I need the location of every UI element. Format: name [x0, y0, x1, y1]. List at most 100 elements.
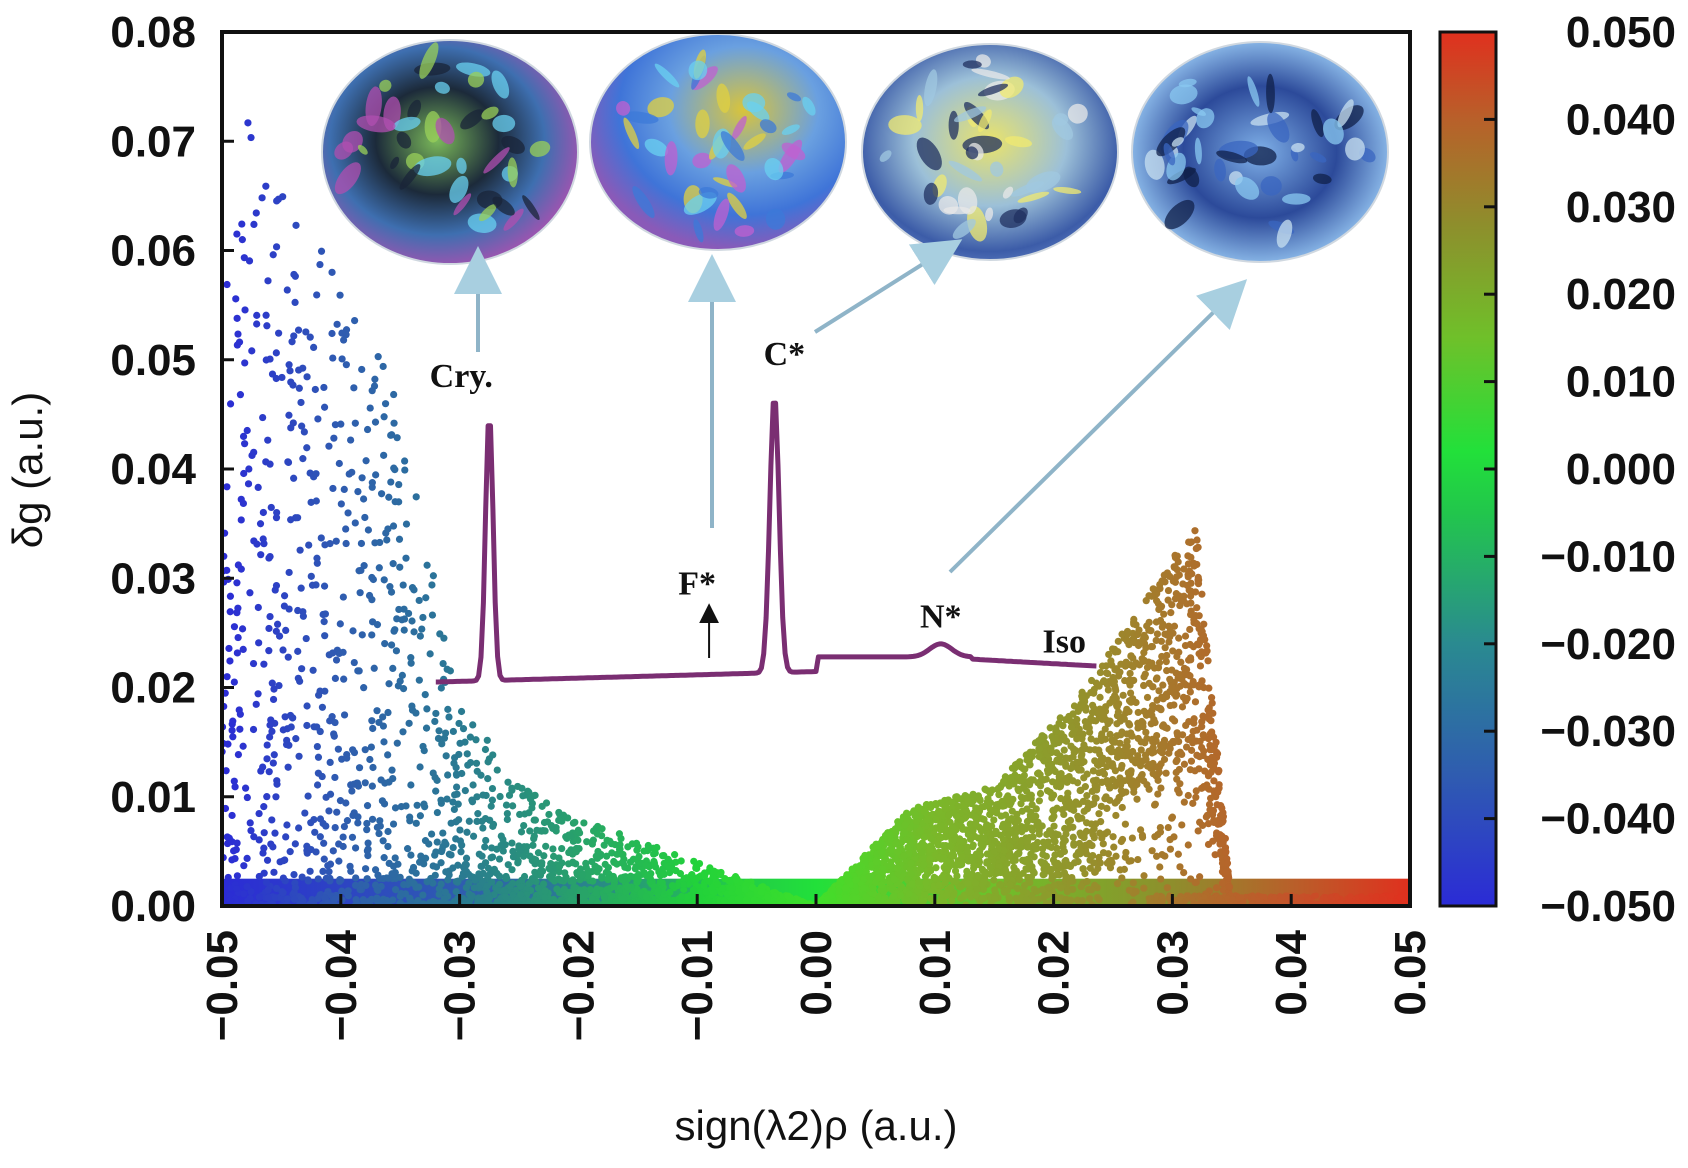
- scatter-point: [503, 874, 511, 882]
- scatter-point: [361, 513, 369, 522]
- scatter-point: [373, 707, 381, 715]
- scatter-point: [1017, 836, 1026, 845]
- scatter-point: [390, 390, 398, 399]
- scatter-point: [937, 822, 945, 830]
- scatter-point: [493, 898, 501, 906]
- scatter-point: [378, 797, 387, 805]
- scatter-point: [950, 891, 958, 899]
- scatter-point: [1206, 761, 1214, 769]
- scatter-point: [457, 707, 466, 716]
- scatter-point: [1155, 659, 1164, 667]
- scatter-point: [268, 727, 276, 735]
- scatter-point: [245, 465, 253, 473]
- scatter-point: [305, 541, 313, 549]
- scatter-point: [336, 797, 345, 805]
- scatter-point: [508, 786, 516, 794]
- scatter-point: [307, 572, 315, 580]
- scatter-point: [969, 790, 977, 798]
- scatter-point: [336, 877, 344, 885]
- scatter-point: [705, 877, 714, 885]
- scatter-point: [233, 579, 241, 587]
- scatter-point: [545, 810, 553, 819]
- scatter-point: [888, 846, 896, 854]
- scatter-point: [1080, 831, 1088, 839]
- scatter-point: [982, 786, 990, 794]
- scatter-point: [1182, 721, 1190, 730]
- scatter-point: [728, 884, 736, 893]
- scatter-point: [1111, 799, 1119, 807]
- scatter-point: [415, 596, 423, 605]
- scatter-point: [302, 634, 310, 643]
- scatter-point: [1106, 717, 1114, 725]
- scatter-point: [229, 733, 237, 741]
- scatter-point: [355, 764, 364, 772]
- scatter-point: [1088, 676, 1096, 685]
- scatter-point: [484, 758, 492, 766]
- scatter-point: [243, 854, 251, 863]
- scatter-point: [366, 404, 374, 412]
- scatter-point: [260, 803, 268, 811]
- scatter-point: [616, 845, 624, 853]
- scatter-point: [352, 874, 360, 882]
- scatter-point: [1047, 760, 1056, 769]
- scatter-point: [1100, 677, 1108, 685]
- scatter-point: [329, 649, 337, 657]
- scatter-point: [359, 896, 367, 904]
- scatter-point: [422, 594, 430, 602]
- scatter-point: [1066, 816, 1075, 824]
- scatter-point: [388, 766, 396, 774]
- scatter-point: [1006, 842, 1014, 850]
- scatter-point: [536, 867, 545, 875]
- scatter-point: [331, 773, 339, 782]
- scatter-point: [827, 891, 835, 900]
- scatter-point: [502, 801, 511, 809]
- scatter-point: [1030, 896, 1038, 904]
- scatter-point: [988, 842, 996, 850]
- scatter-point: [351, 419, 359, 427]
- scatter-point: [750, 896, 758, 904]
- scatter-point: [1087, 886, 1096, 894]
- scatter-point: [374, 353, 382, 361]
- scatter-point: [416, 763, 424, 771]
- scatter-point: [1024, 843, 1032, 851]
- scatter-point: [1107, 679, 1116, 687]
- scatter-point: [396, 677, 404, 685]
- scatter-point: [284, 458, 292, 466]
- scatter-point: [432, 863, 441, 871]
- scatter-point: [326, 540, 334, 548]
- scatter-point: [1067, 764, 1075, 773]
- scatter-point: [355, 667, 363, 675]
- scatter-point: [852, 876, 860, 884]
- scatter-point: [1131, 759, 1140, 767]
- scatter-point: [1104, 686, 1112, 694]
- scatter-point: [973, 885, 981, 893]
- scatter-point: [1140, 884, 1148, 892]
- scatter-point: [1001, 866, 1010, 875]
- scatter-point: [1125, 721, 1134, 729]
- scatter-point: [349, 627, 357, 635]
- scatter-point: [1206, 730, 1214, 738]
- scatter-point: [295, 824, 303, 832]
- scatter-point: [1209, 806, 1218, 815]
- scatter-point: [964, 798, 972, 806]
- scatter-point: [257, 551, 265, 559]
- scatter-point: [1171, 551, 1179, 559]
- scatter-point: [285, 568, 293, 577]
- scatter-point: [279, 889, 287, 897]
- scatter-point: [1208, 699, 1216, 707]
- scatter-point: [404, 609, 413, 618]
- scatter-point: [247, 826, 255, 835]
- scatter-point: [272, 243, 281, 251]
- scatter-point: [890, 875, 898, 884]
- scatter-point: [266, 733, 274, 741]
- scatter-point: [375, 718, 383, 727]
- scatter-point: [1149, 683, 1157, 691]
- scatter-point: [892, 829, 900, 837]
- scatter-point: [1170, 689, 1178, 698]
- scatter-point: [354, 819, 362, 827]
- scatter-point: [269, 843, 277, 851]
- scatter-point: [1050, 822, 1058, 830]
- scatter-point: [1143, 622, 1151, 630]
- scatter-point: [1186, 672, 1194, 680]
- scatter-point: [340, 711, 349, 719]
